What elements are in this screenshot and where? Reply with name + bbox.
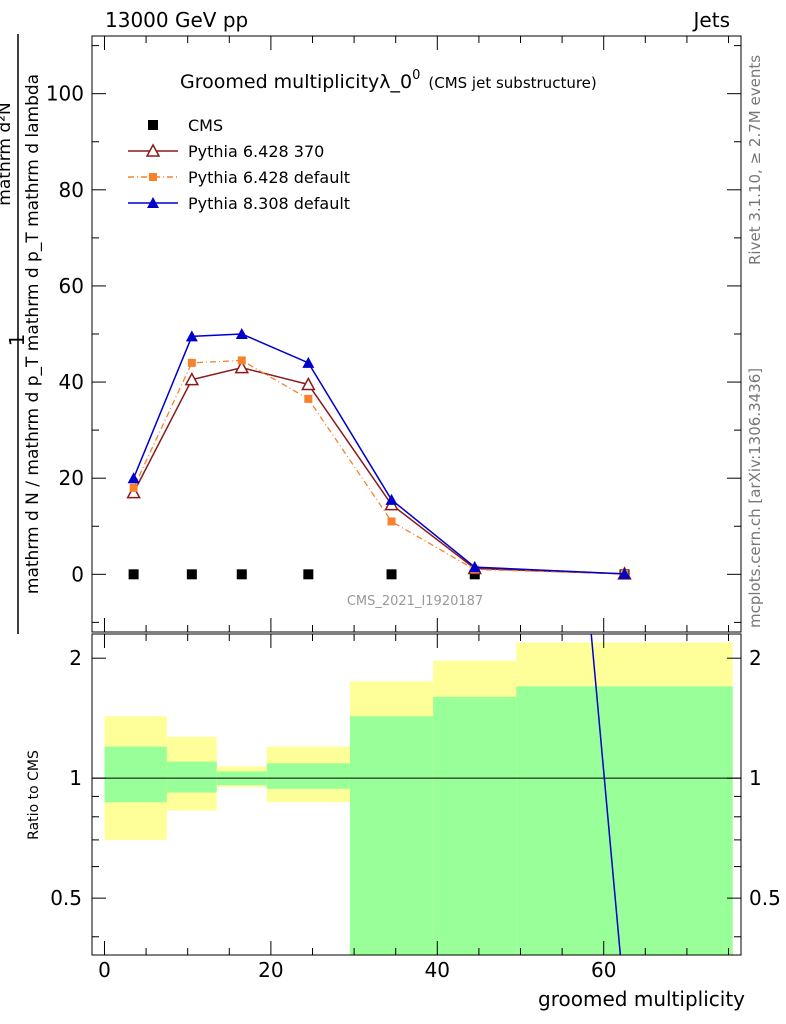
legend-marker-cms	[148, 120, 158, 130]
x-axis: 0 20 40 60	[98, 36, 730, 982]
legend-marker-p8	[147, 197, 159, 208]
main-y-ticks: 0 20 40 60 80 100	[46, 45, 741, 623]
ratio-band-inner	[266, 763, 350, 789]
ratio-tick-label: 2	[69, 646, 82, 670]
energy-label: 13000 GeV pp	[105, 8, 249, 32]
ratio-band-inner	[166, 761, 217, 793]
data-point-p8	[618, 567, 631, 579]
y-tick-label: 60	[59, 274, 84, 298]
series-line-p8	[132, 333, 625, 575]
ratio-frame	[91, 633, 742, 956]
series-line-p6_370	[132, 366, 625, 575]
data-point-p6_default	[304, 394, 313, 403]
data-point-cms	[469, 569, 480, 580]
legend-label-p8: Pythia 8.308 default	[188, 194, 350, 213]
y-tick-label: 0	[71, 562, 84, 586]
ratio-uncertainty-bands	[92, 633, 741, 956]
ratio-line-p8	[590, 633, 622, 956]
legend-label-cms: CMS	[188, 116, 223, 135]
y-tick-label: 80	[59, 178, 84, 202]
analysis-watermark: CMS_2021_I1920187	[347, 594, 483, 609]
data-point-cms	[303, 569, 314, 580]
legend-marker-p6_370	[145, 143, 161, 157]
data-point-p8	[127, 472, 140, 484]
ratio-tick-label-right: 1	[749, 766, 762, 790]
legend: CMS Pythia 6.428 370 Pythia 6.428 default P…	[128, 116, 350, 213]
ratio-band-inner	[433, 696, 517, 955]
y-axis-title-prefactor: 1	[5, 334, 29, 347]
data-point-cms	[128, 569, 139, 580]
data-point-p6_370	[126, 485, 141, 499]
data-point-p6_default	[129, 483, 138, 492]
y-axis-title-denominator: mathrm d N / mathrm d p_T mathrm d p_T m…	[23, 74, 43, 594]
data-point-p8	[185, 330, 198, 342]
ratio-band-inner	[104, 746, 167, 803]
x-axis-title: groomed multiplicity	[538, 987, 745, 1011]
series-line-p6_default	[133, 359, 625, 575]
ratio-tick-label-right: 0.5	[749, 886, 781, 910]
data-point-p6_default	[237, 356, 246, 365]
ratio-tick-label-right: 2	[749, 646, 762, 670]
data-point-p6_370	[234, 360, 250, 374]
data-point-cms	[236, 569, 247, 580]
data-point-p6_default	[387, 517, 396, 526]
y-axis-title: 1 mathrm d²N mathrm d N / mathrm d p_T m…	[0, 34, 43, 634]
data-point-p6_default	[187, 358, 196, 367]
data-point-cms	[186, 569, 197, 580]
ratio-tick-label: 0.5	[50, 886, 82, 910]
ratio-tick-label: 1	[69, 766, 82, 790]
data-point-p6_370	[184, 372, 200, 386]
legend-marker-p6_default	[149, 173, 157, 181]
series-layer	[126, 328, 632, 580]
chart-title: Groomed multiplicityλ_00 (CMS jet substru…	[180, 68, 597, 93]
x-tick-label: 0	[98, 958, 111, 982]
ratio-band-inner	[349, 716, 434, 955]
mcplots-reference-label: mcplots.cern.ch [arXiv:1306.3436]	[746, 368, 764, 628]
data-point-p8	[302, 356, 315, 368]
ratio-y-ticks: 0.5 0.5 1 1 2 2	[50, 646, 781, 938]
legend-label-p6_default: Pythia 6.428 default	[188, 168, 350, 187]
x-tick-label: 40	[425, 958, 450, 982]
rivet-version-label: Rivet 3.1.10, ≥ 2.7M events	[746, 55, 764, 265]
ratio-band-inner	[516, 686, 733, 955]
y-axis-title-numerator: mathrm d²N	[0, 102, 15, 205]
data-point-p8	[468, 561, 481, 573]
y-tick-label: 20	[59, 466, 84, 490]
data-point-p6_370	[301, 376, 316, 391]
y-tick-label: 100	[46, 82, 84, 106]
process-label: Jets	[693, 8, 730, 32]
data-point-p8	[235, 328, 248, 339]
x-tick-label: 20	[258, 958, 283, 982]
x-tick-label: 60	[591, 958, 616, 982]
data-point-p8	[385, 493, 398, 505]
ratio-axis-title: Ratio to CMS	[26, 750, 42, 840]
y-tick-label: 40	[59, 370, 84, 394]
data-point-cms	[386, 569, 397, 580]
legend-label-p6_370: Pythia 6.428 370	[188, 142, 324, 161]
